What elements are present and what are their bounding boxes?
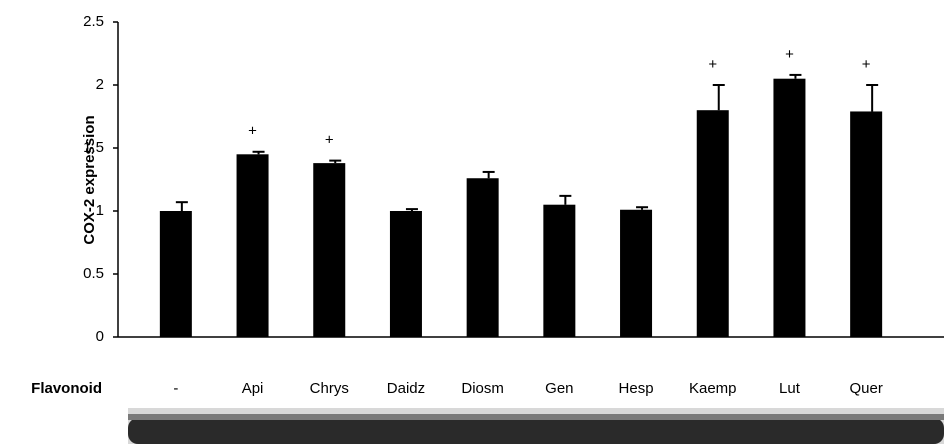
category-label: -	[173, 380, 178, 397]
bar	[697, 110, 729, 337]
y-tick-label: 1	[96, 202, 104, 219]
western-blot	[128, 408, 944, 444]
category-label: Quer	[849, 380, 882, 397]
y-tick-label: 1.5	[83, 139, 104, 156]
significance-marker: +	[248, 123, 257, 140]
bar	[467, 178, 499, 337]
significance-marker: +	[325, 132, 334, 149]
category-label: Kaemp	[689, 380, 737, 397]
y-tick-label: 0	[96, 328, 104, 345]
category-label: Hesp	[619, 380, 654, 397]
y-tick-label: 2.5	[83, 13, 104, 30]
category-label: Daidz	[387, 380, 425, 397]
significance-marker: +	[785, 46, 794, 63]
category-label: Diosm	[461, 380, 504, 397]
category-label: Chrys	[310, 380, 349, 397]
bar	[543, 205, 575, 337]
bar	[620, 210, 652, 337]
y-tick-label: 2	[96, 76, 104, 93]
y-tick-label: 0.5	[83, 265, 104, 282]
significance-marker: +	[708, 56, 717, 73]
significance-marker: +	[862, 56, 871, 73]
bar	[313, 163, 345, 337]
bar	[390, 211, 422, 337]
chart: COX-2 expression Flavonoid 0 0.5 1 1.5 2 2.5 -…	[0, 0, 944, 444]
row-label: Flavonoid	[31, 380, 102, 397]
bar	[850, 111, 882, 337]
y-axis-label: COX-2 expression	[81, 115, 98, 244]
bar	[773, 79, 805, 337]
category-label: Api	[242, 380, 264, 397]
bar	[237, 154, 269, 337]
bar	[160, 211, 192, 337]
category-label: Lut	[779, 380, 801, 397]
category-label: Gen	[545, 380, 573, 397]
